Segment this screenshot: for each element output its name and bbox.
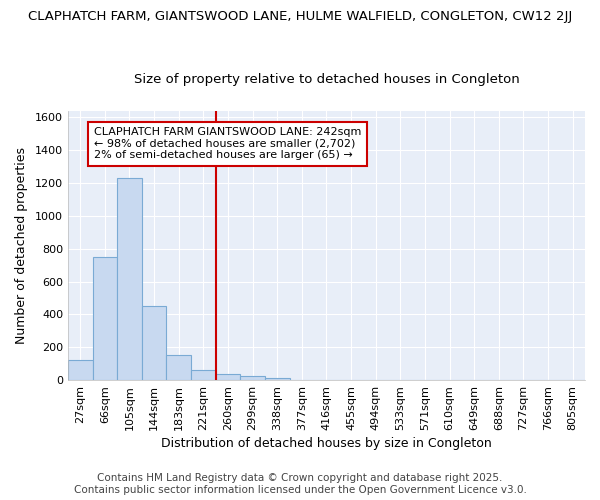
Bar (68, 360, 92, 380)
X-axis label: Distribution of detached houses by size in Congleton: Distribution of detached houses by size … (161, 437, 492, 450)
Text: CLAPHATCH FARM GIANTSWOOD LANE: 242sqm
← 98% of detached houses are smaller (2,7: CLAPHATCH FARM GIANTSWOOD LANE: 242sqm ←… (94, 127, 361, 160)
Bar (240, 376, 265, 380)
Bar (142, 306, 166, 380)
Text: CLAPHATCH FARM, GIANTSWOOD LANE, HULME WALFIELD, CONGLETON, CW12 2JJ: CLAPHATCH FARM, GIANTSWOOD LANE, HULME W… (28, 10, 572, 23)
Bar (265, 378, 290, 380)
Bar (166, 354, 191, 380)
Bar (215, 374, 240, 380)
Text: Contains HM Land Registry data © Crown copyright and database right 2025.
Contai: Contains HM Land Registry data © Crown c… (74, 474, 526, 495)
Bar (117, 178, 142, 380)
Y-axis label: Number of detached properties: Number of detached properties (15, 147, 28, 344)
Bar (92, 257, 117, 380)
Bar (191, 370, 215, 380)
Title: Size of property relative to detached houses in Congleton: Size of property relative to detached ho… (134, 73, 520, 86)
